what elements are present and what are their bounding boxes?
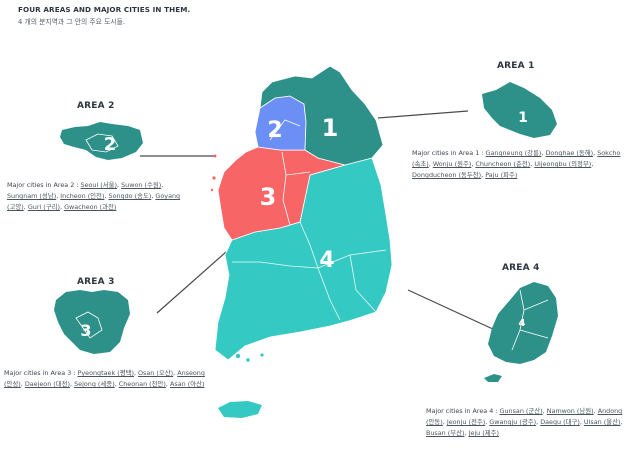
leader-line-area1 (377, 110, 469, 119)
area1-city-list: Major cities in Area 1 : Gangneung (강릉),… (412, 149, 621, 179)
inset-area4-jeju (484, 374, 502, 382)
page-title: FOUR AREAS AND MAJOR CITIES IN THEM. (18, 5, 191, 14)
area3-title: AREA 3 (77, 277, 115, 287)
city-link-ulsan[interactable]: Ulsan (울산) (583, 418, 621, 426)
map-label-area4: 4 (319, 248, 334, 273)
leader-line-area4 (407, 289, 496, 331)
area2-title: AREA 2 (77, 101, 115, 111)
city-link-jeonju[interactable]: Jeonju (전주) (446, 418, 486, 426)
city-link-seoul[interactable]: Seoul (서울) (80, 181, 118, 189)
city-link-gwangju[interactable]: Gwangju (광주) (489, 418, 537, 426)
area1-city-list-lead: Major cities in Area 1 : (412, 149, 484, 157)
area3-city-list-lead: Major cities in Area 3 : (4, 369, 76, 377)
area1-title: AREA 1 (497, 61, 535, 71)
area4-city-list: Major cities in Area 4 : Gunsan (군산), Na… (426, 407, 623, 437)
area4-title: AREA 4 (502, 263, 540, 273)
inset-area1-shape (482, 82, 557, 138)
map-jeju-island (218, 401, 262, 418)
inset-area3-shape (54, 290, 130, 354)
inset-area4-shape (488, 282, 558, 364)
city-link-paju[interactable]: Paju (파주) (485, 171, 518, 179)
city-link-daejeon[interactable]: Daejeon (대전) (24, 380, 71, 388)
city-link-gangneung[interactable]: Gangneung (강릉) (485, 149, 542, 157)
city-link-donghae[interactable]: Donghae (동해) (545, 149, 594, 157)
map-label-area2: 2 (267, 118, 282, 143)
city-link-cheonan[interactable]: Cheonan (천안) (118, 380, 166, 388)
inset-label-area1: 1 (518, 110, 528, 126)
city-link-sejong[interactable]: Sejong (세종) (74, 380, 115, 388)
city-link-asan[interactable]: Asan (아산) (170, 380, 205, 388)
city-link-daegu[interactable]: Daegu (대구) (540, 418, 580, 426)
city-link-gunsan[interactable]: Gunsan (군산) (499, 407, 543, 415)
city-link-incheon[interactable]: Incheon (인천) (60, 192, 105, 200)
city-link-osan[interactable]: Osan (오산) (138, 369, 174, 377)
area2-city-list-lead: Major cities in Area 2 : (7, 181, 79, 189)
area2-city-list: Major cities in Area 2 : Seoul (서울), Suw… (7, 181, 181, 211)
map-label-area3: 3 (260, 183, 277, 211)
area4-city-list-lead: Major cities in Area 4 : (426, 407, 498, 415)
city-link-sokcho[interactable]: Sokcho (속초) (412, 149, 621, 168)
city-link-busan[interactable]: Busan (부산) (426, 429, 465, 437)
map-region-area1 (259, 65, 384, 166)
inset-label-area4: 4 (519, 318, 526, 329)
city-link-goyang[interactable]: Goyang (고양) (7, 192, 181, 211)
city-link-andong[interactable]: Andong (안동) (426, 407, 623, 426)
area3-city-list: Major cities in Area 3 : Pyeongtaek (평택)… (4, 369, 205, 388)
city-link-uijeongbu[interactable]: Uijeongbu (의정부) (534, 160, 592, 168)
city-link-suwon[interactable]: Suwon (수원) (121, 181, 162, 189)
leader-line-area3 (156, 251, 227, 314)
inset-label-area2: 2 (104, 134, 117, 155)
city-link-jeju[interactable]: Jeju (제주) (468, 429, 500, 437)
inset-area2-shape (60, 122, 143, 160)
map-label-area1: 1 (322, 114, 339, 142)
city-link-anseong[interactable]: Anseong (안성) (4, 369, 205, 388)
inset-label-area3: 3 (80, 321, 91, 340)
city-link-sungnam[interactable]: Sungnam (성남) (7, 192, 57, 200)
page-subtitle: 4 개의 분지역과 그 안의 주요 도시들. (18, 18, 125, 26)
city-link-dongducheon[interactable]: Dongducheon (동두천) (412, 171, 482, 179)
city-link-wonju[interactable]: Wonju (원주) (432, 160, 472, 168)
city-link-chuncheon[interactable]: Chuncheon (춘천) (475, 160, 531, 168)
city-link-pyeongtaek[interactable]: Pyeongtaek (평택) (77, 369, 134, 377)
city-link-guri[interactable]: Guri (구리) (27, 203, 61, 211)
page-header: FOUR AREAS AND MAJOR CITIES IN THEM. 4 개… (18, 5, 190, 26)
city-link-namwon[interactable]: Namwon (남원) (546, 407, 594, 415)
seoul-marker (213, 154, 217, 158)
city-link-songdo[interactable]: Songdo (송도) (108, 192, 152, 200)
city-link-gwacheon[interactable]: Gwacheon (과천) (64, 203, 117, 211)
